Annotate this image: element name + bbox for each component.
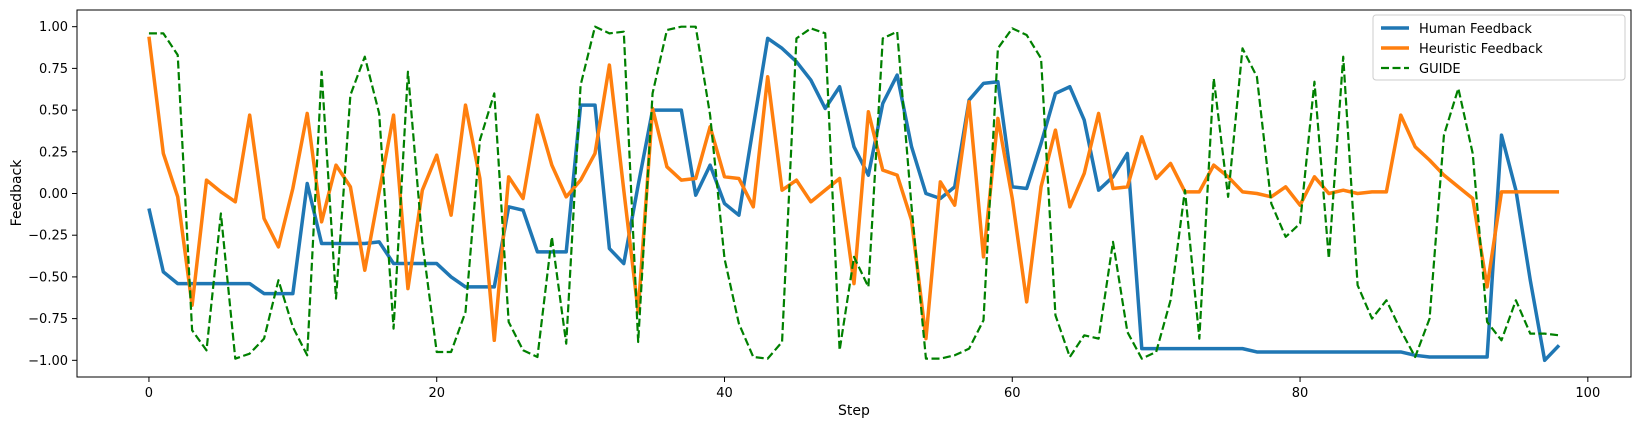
y-tick-label: 0.25 [39,145,68,160]
x-tick-label: 100 [1575,386,1600,401]
legend: Human Feedback Heuristic Feedback GUIDE [1372,14,1626,81]
series-line-1 [147,36,1561,363]
x-tick-label: 80 [1292,386,1309,401]
x-tick-label: 20 [428,386,445,401]
legend-label: GUIDE [1419,62,1461,77]
y-tick-label: 0.75 [39,62,68,77]
x-tick-label: 40 [716,386,733,401]
x-axis: 0 20 40 60 80 100 [145,377,1600,401]
legend-label: Human Feedback [1419,22,1532,37]
series-line-3 [148,25,1560,360]
x-tick-label: 60 [1004,386,1021,401]
y-tick-label: −0.25 [28,229,68,244]
legend-label: Heuristic Feedback [1419,42,1543,57]
x-axis-label: Step [838,403,870,419]
x-tick-label: 0 [145,386,153,401]
y-axis-label: Feedback [9,159,25,227]
y-tick-label: 1.00 [39,20,68,35]
series-layer [147,25,1561,363]
y-tick-label: 0.50 [39,104,68,119]
y-tick-label: −1.00 [28,354,68,369]
legend-box [1372,14,1626,81]
y-tick-label: 0.00 [39,187,68,202]
y-axis: 1.00 0.75 0.50 0.25 0.00 −0.25 −0.50 −0.75 −1.00 [28,20,77,369]
y-tick-label: −0.50 [28,270,68,285]
y-tick-label: −0.75 [28,312,68,327]
